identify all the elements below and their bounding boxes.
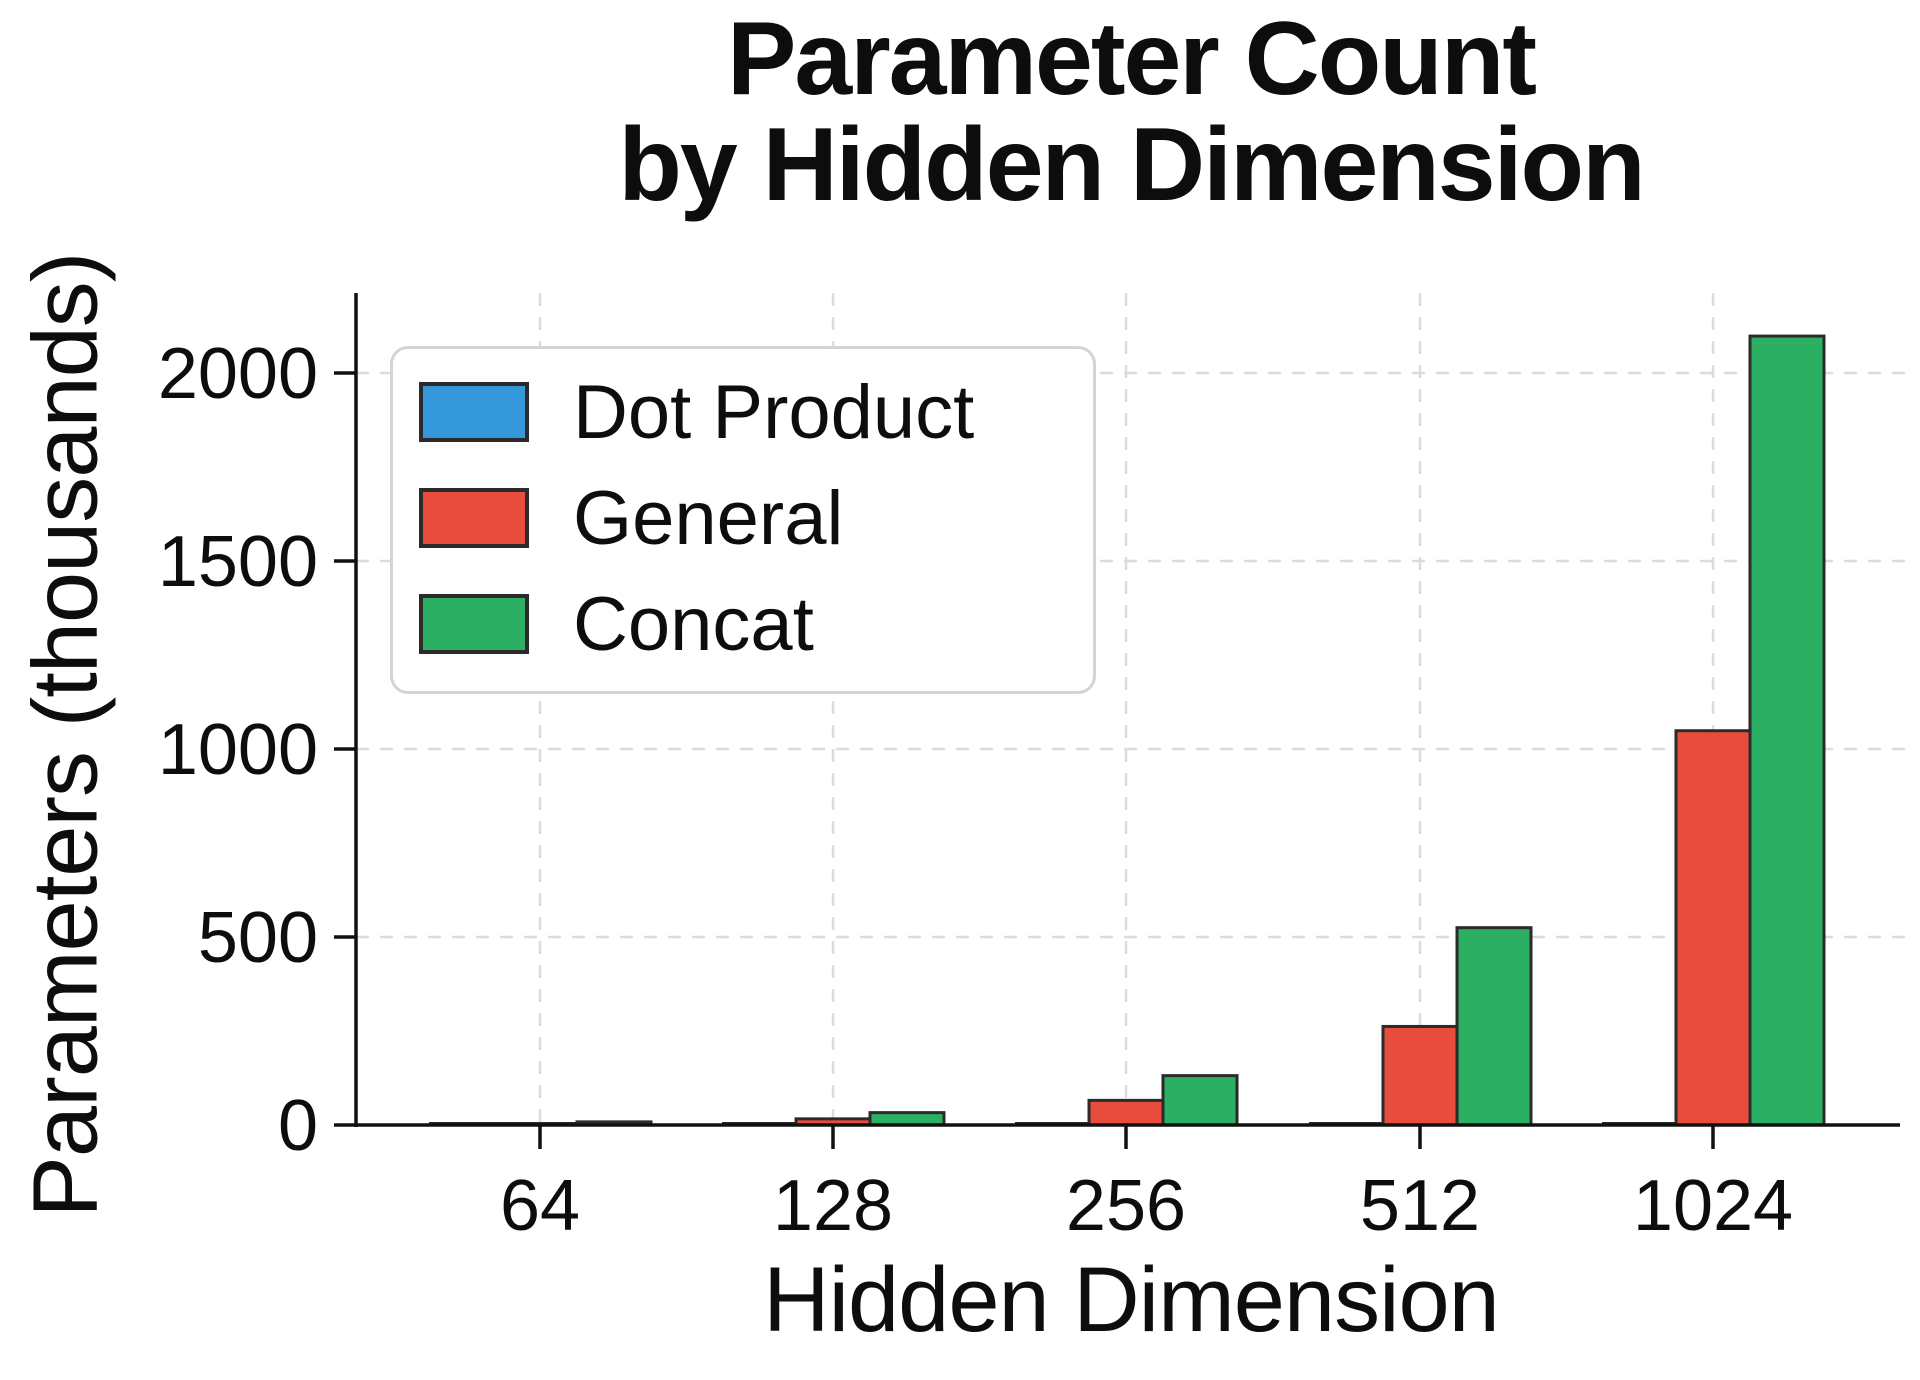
x-axis-label: Hidden Dimension (763, 1249, 1500, 1351)
legend-swatch-general (419, 488, 529, 548)
x-tick-label-64: 64 (500, 1166, 580, 1246)
legend-item-concat: Concat (393, 571, 1093, 677)
chart-title-line2: by Hidden Dimension (618, 107, 1645, 224)
bar-concat-256 (1161, 1074, 1239, 1127)
legend-item-dot-product: Dot Product (393, 359, 1093, 465)
x-tick-label-128: 128 (773, 1166, 893, 1246)
bar-general-1024 (1674, 729, 1752, 1127)
y-axis-label: Parameters (thousands) (14, 252, 117, 1218)
legend-swatch-dot-product (419, 382, 529, 442)
bar-general-512 (1381, 1024, 1459, 1127)
bar-general-256 (1087, 1098, 1165, 1127)
x-tick-label-512: 512 (1360, 1166, 1480, 1246)
x-tick-label-1024: 1024 (1633, 1166, 1793, 1246)
legend-label-dot-product: Dot Product (573, 369, 975, 455)
chart-title-line1: Parameter Count (727, 1, 1537, 117)
legend-label-general: General (573, 475, 844, 561)
bar-concat-128 (868, 1111, 946, 1127)
legend-swatch-concat (419, 594, 529, 654)
bar-concat-1024 (1748, 334, 1826, 1127)
x-tick-label-256: 256 (1066, 1166, 1186, 1246)
legend-item-general: General (393, 465, 1093, 571)
y-tick-label-0: 0 (278, 1086, 318, 1166)
y-tick-label-1500: 1500 (158, 522, 318, 602)
y-tick-label-2000: 2000 (158, 334, 318, 414)
chart-title: Parameter Count by Hidden Dimension (356, 6, 1906, 218)
bar-concat-512 (1455, 926, 1533, 1127)
legend: Dot Product General Concat (390, 346, 1096, 694)
y-tick-label-500: 500 (198, 898, 318, 978)
legend-label-concat: Concat (573, 581, 814, 667)
y-tick-label-1000: 1000 (158, 710, 318, 790)
